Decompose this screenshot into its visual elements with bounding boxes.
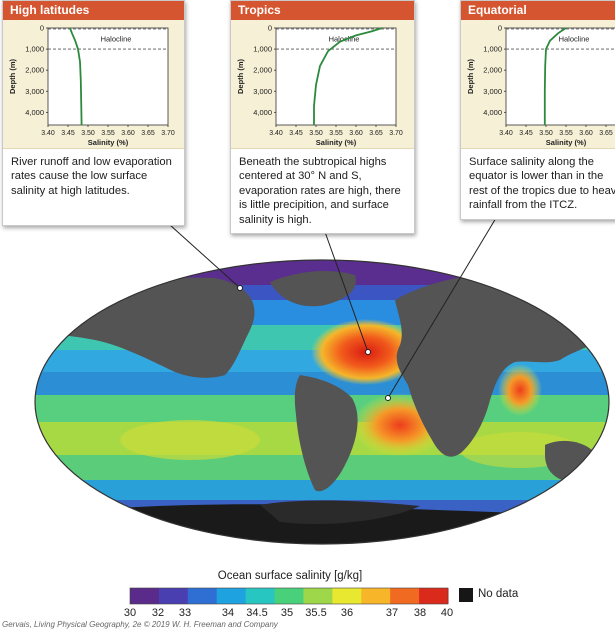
x-tick-label: 3.50: [81, 130, 95, 137]
legend-color-segment: [187, 588, 218, 604]
halocline-label: Halocline: [101, 35, 132, 44]
panel-tropics: Tropics Halocline 0 1,000 2,000 3,000 4,000 3.…: [230, 0, 415, 234]
x-tick-label: 3.70: [389, 130, 403, 137]
x-tick-label: 3.50: [309, 130, 323, 137]
salinity-profile-line: [313, 27, 383, 125]
panel-title: High latitudes: [3, 1, 184, 20]
x-tick-label: 3.40: [269, 130, 283, 137]
legend-color-segment: [274, 588, 304, 604]
x-tick-label: 3.40: [41, 130, 55, 137]
y-tick-label: 3,000: [483, 87, 502, 96]
legend-tick-label: 35.5: [305, 607, 327, 619]
salinity-profile-line: [69, 27, 83, 126]
leader-dot-high-latitudes: [237, 285, 243, 291]
x-tick-label: 3.65: [141, 130, 155, 137]
y-tick-label: 4,000: [483, 108, 502, 117]
panel-title: Equatorial: [461, 1, 615, 20]
no-data-swatch: [459, 588, 473, 602]
figure-credit: Gervais, Living Physical Geography, 2e ©…: [2, 620, 278, 629]
legend-color-segment: [332, 588, 362, 604]
salinity-profile-line: [543, 27, 567, 125]
legend-tick-label: 36: [340, 607, 354, 619]
legend-tick-label: 30: [123, 607, 137, 619]
y-tick-label: 2,000: [253, 66, 272, 75]
x-tick-label: 3.45: [289, 130, 303, 137]
y-tick-label: 0: [498, 24, 502, 33]
y-axis-label: Depth (m): [236, 59, 245, 94]
legend-color-segment: [303, 588, 333, 604]
plot-area: [47, 27, 169, 126]
x-tick-label: 3.50: [539, 130, 553, 137]
plot-area: [505, 27, 615, 126]
x-tick-label: 3.70: [161, 130, 175, 137]
leader-line-equatorial: [387, 217, 497, 399]
x-axis-label: Salinity (%): [546, 138, 587, 147]
legend-color-segment: [361, 588, 391, 604]
panel-caption: River runoff and low evaporation rates c…: [11, 156, 172, 197]
x-axis-label: Salinity (%): [316, 138, 357, 147]
x-tick-label: 3.60: [579, 130, 593, 137]
y-tick-label: 1,000: [25, 45, 44, 54]
globe-outline: [34, 259, 610, 545]
y-tick-label: 2,000: [483, 66, 502, 75]
panel-equatorial: Equatorial Halocline 0 1,000 2,000 3,000 4,00…: [460, 0, 615, 220]
y-tick-label: 3,000: [253, 87, 272, 96]
legend-bar-outline: [129, 587, 449, 605]
legend-tick-label: 34.5: [246, 607, 268, 619]
y-axis-label: Depth (m): [466, 59, 475, 94]
panel-caption: Beneath the subtropical highs centered a…: [239, 156, 401, 226]
legend-tick-label: 33: [178, 607, 192, 619]
salinity-profile-chart: Halocline 0 1,000 2,000 3,000 4,000 3.40 3.45 3.…: [231, 20, 414, 149]
legend-color-segment: [419, 588, 449, 604]
x-tick-label: 3.55: [559, 130, 573, 137]
legend-tick-label: 35: [280, 607, 294, 619]
y-tick-label: 0: [40, 24, 44, 33]
salinity-profile-chart: Halocline 0 1,000 2,000 3,000 4,000 3.40 3.45 3.…: [461, 20, 615, 149]
legend-color-segment: [216, 588, 247, 604]
y-axis-label: Depth (m): [8, 59, 17, 94]
leader-dot-equatorial: [385, 395, 391, 401]
x-tick-label: 3.45: [519, 130, 533, 137]
panel-title: Tropics: [231, 1, 414, 20]
x-tick-label: 3.45: [61, 130, 75, 137]
halocline-label: Halocline: [329, 35, 360, 44]
y-tick-label: 3,000: [25, 87, 44, 96]
x-tick-label: 3.55: [329, 130, 343, 137]
legend-tick-label: 32: [151, 607, 165, 619]
legend-tick-label: 40: [440, 607, 454, 619]
x-tick-label: 3.65: [599, 130, 613, 137]
salinity-profile-chart: Halocline 0 1,000 2,000 3,000 4,000 3.40 3.45 3.…: [3, 20, 184, 149]
halocline-label: Halocline: [559, 35, 590, 44]
y-tick-label: 4,000: [253, 108, 272, 117]
panel-caption: Surface salinity along the equator is lo…: [469, 156, 615, 212]
y-tick-label: 1,000: [483, 45, 502, 54]
legend-title: Ocean surface salinity [g/kg]: [217, 570, 363, 582]
x-tick-label: 3.60: [121, 130, 135, 137]
x-tick-label: 3.65: [369, 130, 383, 137]
x-tick-label: 3.60: [349, 130, 363, 137]
no-data-label: No data: [478, 588, 519, 600]
legend-color-segment: [245, 588, 276, 604]
legend-tick-label: 34: [221, 607, 235, 619]
legend-color-segment: [158, 588, 189, 604]
panel-high-latitudes: High latitudes Halocline 0 1,000 2,000 3,000…: [2, 0, 185, 226]
x-tick-label: 3.40: [499, 130, 513, 137]
ocean-layer: [35, 260, 609, 544]
legend-color-segment: [130, 588, 160, 604]
y-tick-label: 1,000: [253, 45, 272, 54]
y-tick-label: 2,000: [25, 66, 44, 75]
x-axis-label: Salinity (%): [88, 138, 129, 147]
x-tick-label: 3.55: [101, 130, 115, 137]
y-tick-label: 0: [268, 24, 272, 33]
leader-dot-tropics: [365, 349, 371, 355]
salinity-color-bar: [129, 587, 449, 605]
legend-tick-label: 38: [413, 607, 427, 619]
leader-line-tropics: [324, 231, 369, 353]
y-tick-label: 4,000: [25, 108, 44, 117]
legend-tick-label: 37: [385, 607, 399, 619]
leader-line-high-latitudes: [169, 224, 241, 289]
legend-color-segment: [390, 588, 420, 604]
